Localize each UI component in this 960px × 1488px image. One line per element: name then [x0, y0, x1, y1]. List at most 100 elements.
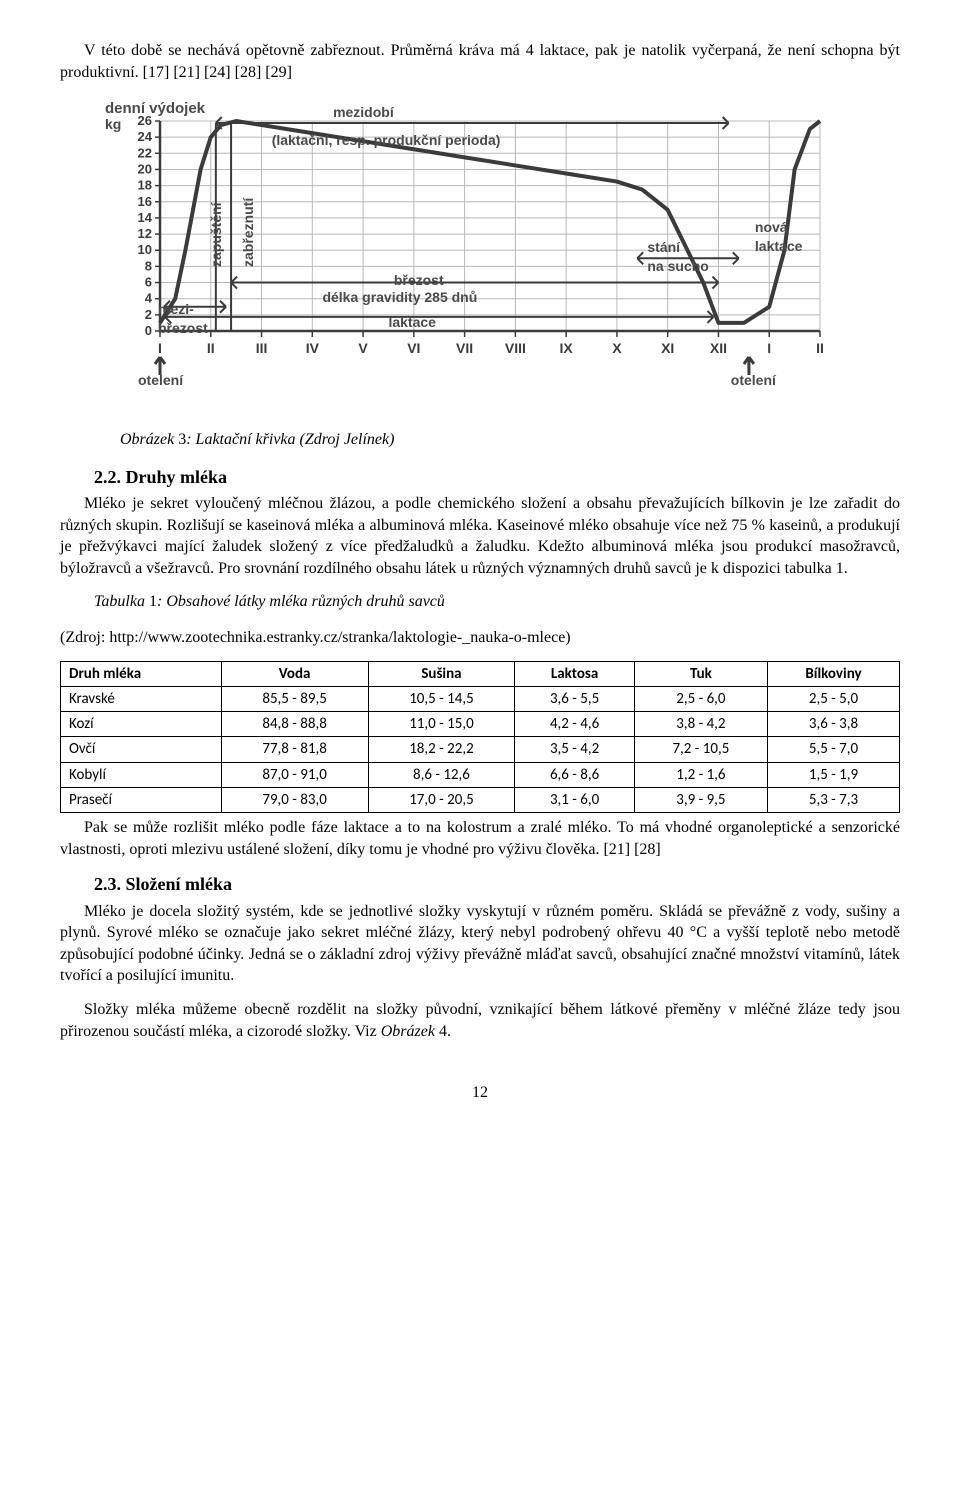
table-row: Kobylí87,0 - 91,08,6 - 12,66,6 - 8,61,2 … [61, 762, 900, 787]
table-cell: 79,0 - 83,0 [221, 787, 368, 812]
svg-text:VII: VII [456, 340, 473, 356]
chart-label: délka gravidity 285 dnů [322, 288, 477, 307]
svg-text:I: I [158, 340, 162, 356]
table-header: Laktosa [515, 661, 634, 686]
table-caption-text: : Obsahové látky mléka různých druhů sav… [157, 593, 445, 610]
chart-label: stánína sucho [647, 238, 708, 276]
table-cell: 2,5 - 5,0 [767, 686, 899, 711]
chart-label: otelení [731, 371, 776, 390]
table-cell: 8,6 - 12,6 [368, 762, 515, 787]
table-header: Voda [221, 661, 368, 686]
table-cell: 3,5 - 4,2 [515, 737, 634, 762]
table-header: Druh mléka [61, 661, 222, 686]
svg-text:22: 22 [138, 145, 152, 160]
table-cell: 2,5 - 6,0 [634, 686, 767, 711]
chart-label: noválaktace [755, 218, 802, 256]
para5-text: Složky mléka můžeme obecně rozdělit na s… [60, 1001, 900, 1040]
heading-2-3: 2.3. Složení mléka [94, 872, 900, 896]
figure-caption-prefix: Obrázek [120, 431, 178, 448]
figure-lactation-curve: 02468101214161820222426IIIIIIIVVVIVIIVII… [60, 101, 900, 419]
svg-text:6: 6 [145, 275, 152, 290]
para5-num: 4. [439, 1023, 451, 1040]
figure-caption: Obrázek 3: Laktační křivka (Zdroj Jelíne… [120, 429, 900, 451]
paragraph-after-table: Pak se může rozlišit mléko podle fáze la… [60, 817, 900, 860]
table-cell: Kravské [61, 686, 222, 711]
table-cell: 85,5 - 89,5 [221, 686, 368, 711]
table-cell: Kozí [61, 712, 222, 737]
milk-composition-table: Druh mlékaVodaSušinaLaktosaTukBílkovinyK… [60, 661, 900, 814]
table-cell: 17,0 - 20,5 [368, 787, 515, 812]
chart-label: (laktační, resp. produkční perioda) [272, 131, 501, 150]
svg-text:IV: IV [306, 340, 320, 356]
table-caption: Tabulka 1: Obsahové látky mléka různých … [94, 591, 900, 613]
table-caption-number: 1 [149, 593, 157, 610]
table-cell: 3,8 - 4,2 [634, 712, 767, 737]
svg-text:4: 4 [145, 291, 153, 306]
table-cell: 10,5 - 14,5 [368, 686, 515, 711]
svg-text:24: 24 [138, 129, 153, 144]
table-cell: 5,3 - 7,3 [767, 787, 899, 812]
chart-label: mezidobí [333, 103, 394, 122]
chart-label: kg [105, 115, 121, 134]
paragraph-slozeni-2: Složky mléka můžeme obecně rozdělit na s… [60, 999, 900, 1042]
chart-label: mezi-březost [158, 300, 208, 338]
svg-text:V: V [358, 340, 368, 356]
source-line: (Zdroj: http://www.zootechnika.estranky.… [60, 627, 900, 649]
table-header: Tuk [634, 661, 767, 686]
table-row: Kozí84,8 - 88,811,0 - 15,04,2 - 4,63,8 -… [61, 712, 900, 737]
svg-text:VIII: VIII [505, 340, 526, 356]
svg-text:II: II [816, 340, 824, 356]
svg-text:I: I [767, 340, 771, 356]
table-cell: 3,6 - 5,5 [515, 686, 634, 711]
svg-text:16: 16 [138, 194, 152, 209]
chart-label: laktace [388, 313, 435, 332]
table-cell: 11,0 - 15,0 [368, 712, 515, 737]
paragraph-druhy-mleka: Mléko je sekret vyloučený mléčnou žlázou… [60, 493, 900, 579]
svg-text:XI: XI [661, 340, 674, 356]
table-cell: 77,8 - 81,8 [221, 737, 368, 762]
table-cell: 18,2 - 22,2 [368, 737, 515, 762]
table-cell: 3,6 - 3,8 [767, 712, 899, 737]
para5-figref: Obrázek [381, 1023, 439, 1040]
table-cell: 1,5 - 1,9 [767, 762, 899, 787]
heading-2-2: 2.2. Druhy mléka [94, 465, 900, 489]
table-cell: 3,1 - 6,0 [515, 787, 634, 812]
paragraph-slozeni-1: Mléko je docela složitý systém, kde se j… [60, 901, 900, 987]
table-cell: 1,2 - 1,6 [634, 762, 767, 787]
table-header: Bílkoviny [767, 661, 899, 686]
table-cell: 84,8 - 88,8 [221, 712, 368, 737]
svg-text:12: 12 [138, 226, 152, 241]
svg-text:8: 8 [145, 259, 152, 274]
svg-text:14: 14 [138, 210, 153, 225]
table-row: Kravské85,5 - 89,510,5 - 14,53,6 - 5,52,… [61, 686, 900, 711]
table-cell: 87,0 - 91,0 [221, 762, 368, 787]
svg-text:X: X [612, 340, 622, 356]
table-cell: 4,2 - 4,6 [515, 712, 634, 737]
lactation-chart: 02468101214161820222426IIIIIIIVVVIVIIVII… [90, 101, 870, 419]
chart-label: otelení [138, 371, 183, 390]
table-cell: Prasečí [61, 787, 222, 812]
table-header: Sušina [368, 661, 515, 686]
chart-label: březost [394, 271, 444, 290]
table-cell: Ovčí [61, 737, 222, 762]
table-cell: 7,2 - 10,5 [634, 737, 767, 762]
svg-text:10: 10 [138, 242, 152, 257]
table-cell: 3,9 - 9,5 [634, 787, 767, 812]
figure-caption-text: : Laktační křivka (Zdroj Jelínek) [186, 431, 394, 448]
svg-text:XII: XII [710, 340, 727, 356]
table-cell: 5,5 - 7,0 [767, 737, 899, 762]
table-caption-prefix: Tabulka [94, 593, 149, 610]
svg-text:VI: VI [407, 340, 420, 356]
table-row: Ovčí77,8 - 81,818,2 - 22,23,5 - 4,27,2 -… [61, 737, 900, 762]
table-cell: 6,6 - 8,6 [515, 762, 634, 787]
svg-text:II: II [207, 340, 215, 356]
chart-label: zapuštění [207, 202, 226, 267]
page-number: 12 [60, 1082, 900, 1104]
svg-text:III: III [256, 340, 268, 356]
svg-text:0: 0 [145, 323, 152, 338]
paragraph-intro: V této době se nechává opětovně zabřezno… [60, 40, 900, 83]
svg-text:18: 18 [138, 178, 152, 193]
table-cell: Kobylí [61, 762, 222, 787]
svg-text:IX: IX [560, 340, 574, 356]
svg-text:2: 2 [145, 307, 152, 322]
